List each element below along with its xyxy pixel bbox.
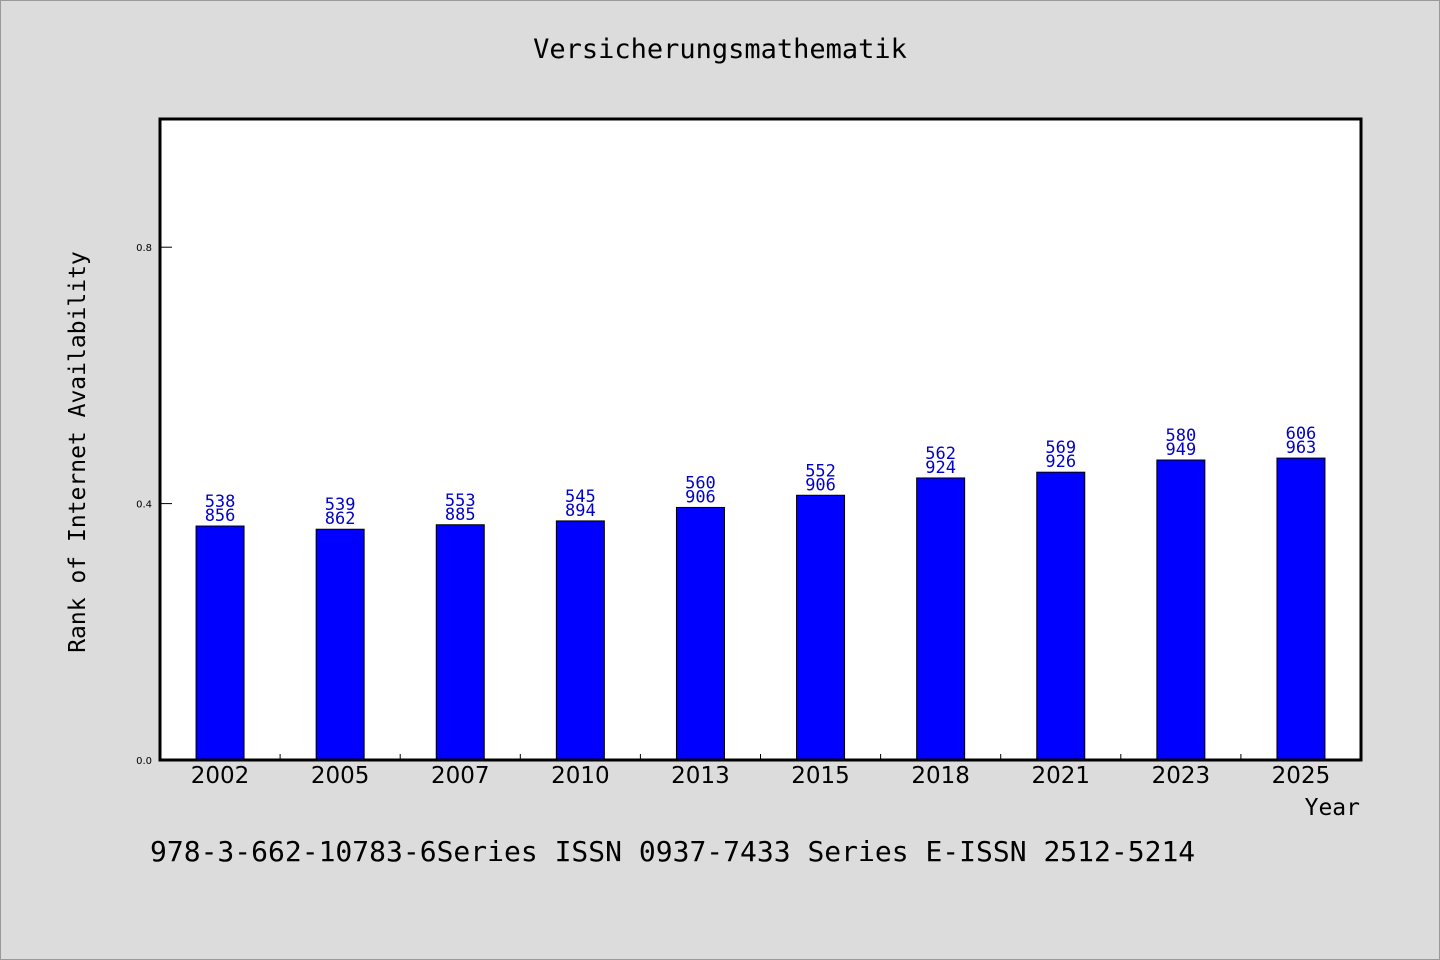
bar-data-label-bottom: 894	[565, 501, 596, 521]
bar-data-label-bottom: 906	[685, 487, 716, 507]
bar-data-label-top: 552	[805, 461, 836, 481]
bar-data-label-top: 580	[1165, 426, 1196, 446]
bar-data-label-top: 553	[445, 491, 476, 511]
bar-data-label-bottom: 949	[1165, 440, 1196, 460]
x-tick-label: 2013	[671, 763, 730, 789]
bar	[1156, 459, 1206, 761]
bar-data-label-top: 560	[685, 473, 716, 493]
bar-data-label-top: 545	[565, 487, 596, 507]
bar-data-label-top: 539	[325, 495, 356, 515]
x-tick-label: 2010	[551, 763, 610, 789]
x-tick-label: 2018	[911, 763, 970, 789]
plot-border	[158, 117, 1363, 762]
bar	[1036, 471, 1086, 761]
bar-data-label-bottom: 885	[445, 505, 476, 525]
bar-data-label-top: 562	[925, 444, 956, 464]
x-tick-label: 2007	[431, 763, 490, 789]
bar	[195, 525, 245, 761]
x-tick-label: 2023	[1152, 763, 1211, 789]
bar-data-label-bottom: 856	[205, 506, 236, 526]
bar	[916, 477, 966, 761]
bar	[1276, 457, 1326, 761]
bar-data-label-bottom: 963	[1286, 438, 1317, 458]
bar-data-label-top: 606	[1286, 424, 1317, 444]
bar	[555, 520, 605, 761]
bar-data-label-bottom: 926	[1045, 452, 1076, 472]
bar	[675, 506, 725, 761]
y-axis-label: Rank of Internet Availability	[65, 251, 91, 653]
bar-data-label-top: 569	[1045, 438, 1076, 458]
bar	[315, 528, 365, 761]
x-tick-label: 2005	[311, 763, 370, 789]
bar-data-label-top: 538	[205, 492, 236, 512]
x-tick-label: 2015	[791, 763, 850, 789]
x-tick-label: 2025	[1272, 763, 1331, 789]
chart-title: Versicherungsmathematik	[533, 34, 907, 65]
y-tick-label: 0.4	[136, 500, 152, 511]
bar	[435, 524, 485, 761]
bar-data-label-bottom: 862	[325, 509, 356, 529]
x-tick-label: 2002	[191, 763, 250, 789]
footer-isbn-text: 978-3-662-10783-6Series ISSN 0937-7433 S…	[150, 835, 1196, 868]
bar-data-label-bottom: 924	[925, 458, 956, 478]
bar	[796, 494, 846, 761]
y-tick-label: 0.0	[136, 756, 152, 767]
y-tick-label: 0.8	[136, 243, 152, 254]
x-axis-label: Year	[1304, 795, 1360, 821]
bar-data-label-bottom: 906	[805, 475, 836, 495]
x-tick-label: 2021	[1031, 763, 1090, 789]
